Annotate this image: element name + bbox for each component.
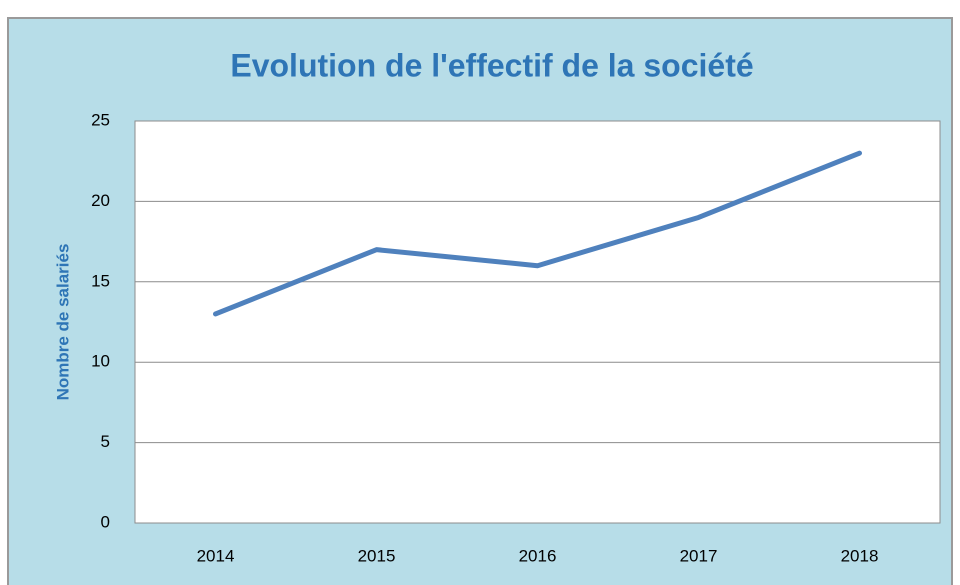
- data-line: [213, 150, 862, 317]
- x-tick-label: 2016: [519, 546, 557, 565]
- y-tick-label: 10: [91, 352, 110, 371]
- x-tick-label: 2018: [841, 546, 879, 565]
- y-tick-label: 0: [101, 512, 110, 531]
- x-tick-label: 2015: [358, 546, 396, 565]
- plot-area: [134, 120, 941, 524]
- y-tick-label: 20: [91, 191, 110, 210]
- x-tick-label: 2014: [197, 546, 235, 565]
- chart-title: Evolution de l'effectif de la société: [230, 47, 753, 83]
- y-tick-label: 25: [91, 110, 110, 129]
- x-tick-label: 2017: [680, 546, 718, 565]
- y-axis-label: Nombre de salariés: [53, 244, 72, 401]
- y-tick-label: 15: [91, 271, 110, 290]
- y-tick-label: 5: [101, 432, 110, 451]
